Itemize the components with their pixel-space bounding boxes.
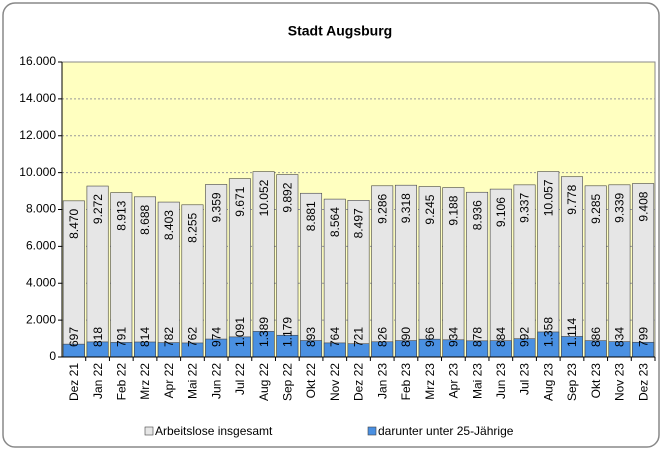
value-label: 791 bbox=[114, 327, 128, 347]
x-tick-label: Aug 23 bbox=[541, 363, 555, 401]
x-tick-label: Jul 22 bbox=[233, 363, 247, 395]
value-label: 886 bbox=[589, 327, 603, 347]
value-label: 9.359 bbox=[209, 192, 223, 222]
x-tick-label: Feb 23 bbox=[399, 363, 413, 401]
value-label: 890 bbox=[399, 327, 413, 347]
value-label: 8.564 bbox=[328, 207, 342, 237]
value-label: 9.188 bbox=[447, 195, 461, 225]
value-label: 8.881 bbox=[304, 201, 318, 231]
value-label: 8.913 bbox=[114, 200, 128, 230]
value-label: 966 bbox=[423, 327, 437, 347]
y-tick-label: 8.000 bbox=[26, 202, 56, 216]
value-label: 10.052 bbox=[257, 179, 271, 216]
x-tick-label: Nov 22 bbox=[328, 363, 342, 401]
x-tick-label: Apr 22 bbox=[162, 363, 176, 399]
x-tick-label: Jun 22 bbox=[209, 363, 223, 399]
value-label: 9.318 bbox=[399, 193, 413, 223]
value-label: 8.936 bbox=[470, 200, 484, 230]
x-tick-label: Dez 21 bbox=[67, 363, 81, 401]
value-label: 9.337 bbox=[518, 193, 532, 223]
value-label: 9.408 bbox=[636, 191, 650, 221]
y-tick-label: 16.000 bbox=[19, 54, 56, 68]
value-label: 1.091 bbox=[233, 317, 247, 347]
y-tick-label: 10.000 bbox=[19, 165, 56, 179]
x-tick-label: Nov 23 bbox=[613, 363, 627, 401]
value-label: 9.339 bbox=[613, 192, 627, 222]
value-label: 9.285 bbox=[589, 193, 603, 223]
value-label: 826 bbox=[375, 327, 389, 347]
value-label: 834 bbox=[613, 327, 627, 347]
legend-swatch bbox=[144, 426, 154, 436]
value-label: 9.778 bbox=[565, 184, 579, 214]
x-tick-label: Dez 22 bbox=[352, 363, 366, 401]
value-label: 8.403 bbox=[162, 210, 176, 240]
value-label: 9.245 bbox=[423, 194, 437, 224]
y-tick-label: 2.000 bbox=[26, 312, 56, 326]
value-label: 878 bbox=[470, 327, 484, 347]
value-label: 992 bbox=[518, 327, 532, 347]
y-tick-label: 0 bbox=[49, 349, 56, 363]
value-label: 8.497 bbox=[352, 208, 366, 238]
x-tick-label: Mai 23 bbox=[470, 363, 484, 399]
value-label: 1.114 bbox=[565, 318, 579, 347]
y-tick-label: 4.000 bbox=[26, 275, 56, 289]
value-label: 974 bbox=[209, 327, 223, 347]
y-tick-label: 12.000 bbox=[19, 128, 56, 142]
value-label: 1.358 bbox=[541, 317, 555, 347]
x-tick-label: Jul 23 bbox=[518, 363, 532, 395]
x-tick-label: Sep 23 bbox=[565, 363, 579, 401]
x-tick-label: Mrz 23 bbox=[423, 363, 437, 400]
value-label: 697 bbox=[67, 327, 81, 347]
x-tick-label: Aug 22 bbox=[257, 363, 271, 401]
x-tick-label: Jun 23 bbox=[494, 363, 508, 399]
value-label: 762 bbox=[186, 327, 200, 347]
y-tick-label: 14.000 bbox=[19, 91, 56, 105]
value-label: 9.272 bbox=[91, 194, 105, 224]
value-label: 9.892 bbox=[281, 182, 295, 212]
value-label: 8.470 bbox=[67, 209, 81, 239]
value-label: 9.106 bbox=[494, 197, 508, 227]
value-label: 799 bbox=[636, 327, 650, 347]
value-label: 1.179 bbox=[281, 317, 295, 347]
value-label: 818 bbox=[91, 327, 105, 347]
value-label: 764 bbox=[328, 327, 342, 347]
value-label: 814 bbox=[138, 327, 152, 347]
x-tick-label: Mrz 22 bbox=[138, 363, 152, 400]
value-label: 8.688 bbox=[138, 204, 152, 234]
x-tick-label: Sep 22 bbox=[281, 363, 295, 401]
chart-title: Stadt Augsburg bbox=[288, 23, 392, 39]
x-tick-label: Apr 23 bbox=[447, 363, 461, 399]
legend-label: Arbeitslose insgesamt bbox=[155, 424, 273, 438]
x-tick-label: Jan 22 bbox=[91, 363, 105, 399]
value-label: 9.286 bbox=[375, 193, 389, 223]
value-label: 893 bbox=[304, 327, 318, 347]
x-tick-label: Mai 22 bbox=[186, 363, 200, 399]
value-label: 1.389 bbox=[257, 317, 271, 347]
value-label: 884 bbox=[494, 327, 508, 347]
value-label: 782 bbox=[162, 327, 176, 347]
legend-label: darunter unter 25-Jährige bbox=[378, 424, 514, 438]
x-tick-label: Okt 23 bbox=[589, 363, 603, 399]
legend-swatch bbox=[367, 426, 377, 436]
y-tick-label: 6.000 bbox=[26, 239, 56, 253]
value-label: 9.671 bbox=[233, 186, 247, 216]
x-tick-label: Jan 23 bbox=[375, 363, 389, 399]
value-label: 934 bbox=[447, 327, 461, 347]
x-tick-label: Okt 22 bbox=[304, 363, 318, 399]
value-label: 721 bbox=[352, 327, 366, 347]
x-tick-label: Feb 22 bbox=[114, 363, 128, 401]
value-label: 10.057 bbox=[541, 179, 555, 216]
x-tick-label: Dez 23 bbox=[636, 363, 650, 401]
value-label: 8.255 bbox=[186, 212, 200, 242]
